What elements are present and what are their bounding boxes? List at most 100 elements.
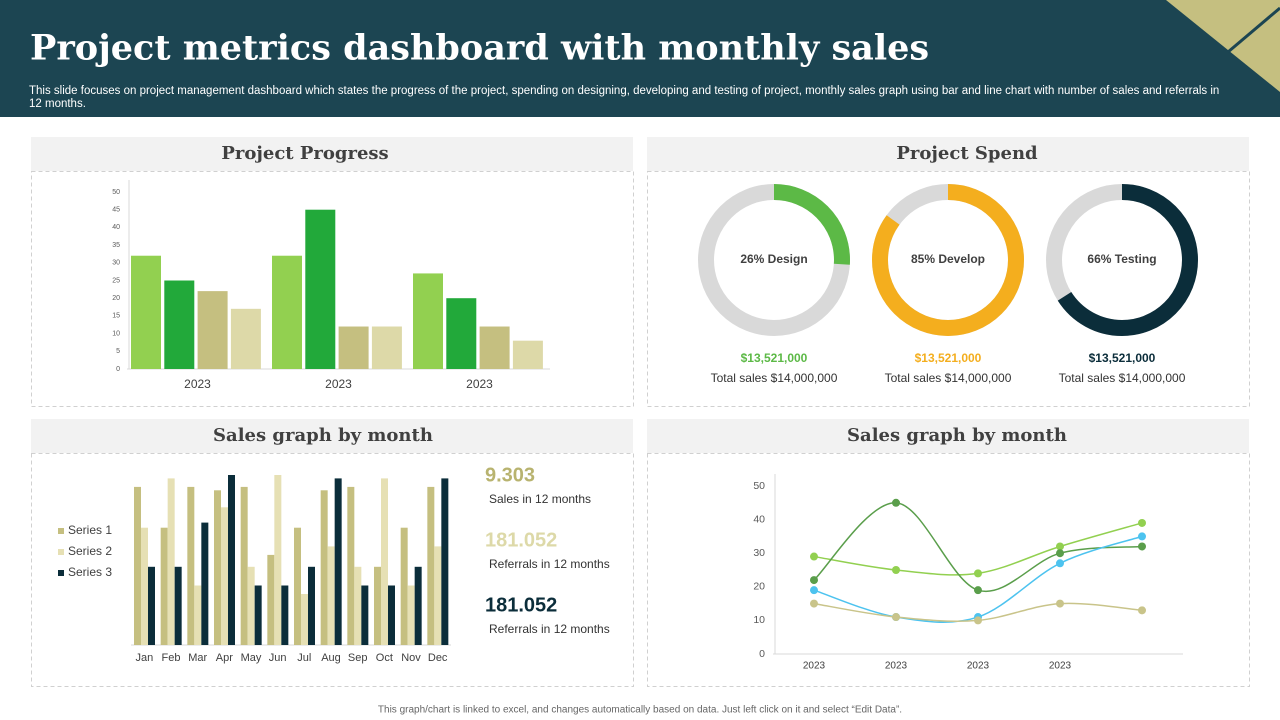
point xyxy=(1056,599,1064,608)
bar xyxy=(512,340,543,369)
amount: $13,521,000 xyxy=(915,351,982,365)
x-tick-label: Dec xyxy=(428,652,448,664)
y-tick-label: 35 xyxy=(112,242,120,249)
y-tick-label: 20 xyxy=(112,295,120,302)
legend-label: Series 3 xyxy=(68,565,112,579)
y-tick-label: 40 xyxy=(112,224,120,231)
bar xyxy=(134,486,141,645)
y-tick-label: 45 xyxy=(112,207,120,214)
y-tick-label: 30 xyxy=(112,260,120,267)
bar xyxy=(272,255,302,369)
bar xyxy=(407,585,415,645)
bar xyxy=(201,522,209,645)
bar xyxy=(441,478,449,645)
amount: $13,521,000 xyxy=(1089,351,1156,365)
bar xyxy=(400,527,408,645)
bar xyxy=(446,298,477,369)
bar xyxy=(347,486,355,645)
y-tick-label: 10 xyxy=(753,614,765,626)
bar xyxy=(164,280,195,369)
stat-label: Sales in 12 months xyxy=(489,492,591,506)
header-band xyxy=(0,0,1280,117)
stat-label: Referrals in 12 months xyxy=(489,622,610,636)
x-tick-label: Oct xyxy=(376,652,393,664)
donut-label: 26% Design xyxy=(740,252,807,266)
donut-arc xyxy=(698,184,850,336)
legend-label: Series 2 xyxy=(68,544,112,558)
bar xyxy=(413,273,443,369)
x-tick-label: 2023 xyxy=(184,377,211,391)
y-tick-label: 10 xyxy=(112,330,120,337)
bar xyxy=(160,527,168,645)
bar xyxy=(354,566,362,645)
point xyxy=(810,586,818,595)
bar xyxy=(301,594,308,645)
x-tick-label: Apr xyxy=(216,652,233,664)
point xyxy=(974,586,982,595)
bar xyxy=(305,209,336,369)
bar xyxy=(254,585,262,645)
point xyxy=(974,616,982,625)
x-tick-label: Sep xyxy=(348,652,368,664)
y-tick-label: 0 xyxy=(759,648,765,660)
corner-line xyxy=(1227,6,1280,54)
point xyxy=(810,599,818,608)
y-tick-label: 20 xyxy=(753,581,765,593)
bar xyxy=(167,478,175,645)
line xyxy=(813,502,1143,593)
donut-label: 66% Testing xyxy=(1087,252,1156,266)
bar xyxy=(141,527,148,645)
total: Total sales $14,000,000 xyxy=(711,371,838,385)
bar xyxy=(334,478,342,645)
panel-header xyxy=(31,419,633,453)
panel-title: Project Spend xyxy=(896,143,1038,164)
corner-decoration xyxy=(1166,0,1280,92)
footer-note: This graph/chart is linked to excel, and… xyxy=(378,705,902,716)
y-tick-label: 50 xyxy=(112,189,120,196)
bar xyxy=(294,527,301,645)
bar xyxy=(174,566,182,645)
x-tick-label: Feb xyxy=(162,652,181,664)
panel-border xyxy=(31,171,634,407)
legend-label: Series 1 xyxy=(68,523,112,537)
donut-label: 85% Develop xyxy=(911,252,985,266)
x-tick-label: 2023 xyxy=(885,661,908,672)
x-tick-label: Mar xyxy=(188,652,207,664)
point xyxy=(1138,532,1146,541)
bar xyxy=(187,486,195,645)
bar xyxy=(338,326,369,369)
x-tick-label: 2023 xyxy=(1049,661,1072,672)
point xyxy=(974,569,982,578)
y-tick-label: 40 xyxy=(753,513,765,525)
point xyxy=(810,552,818,561)
stat-label: Referrals in 12 months xyxy=(489,557,610,571)
bar xyxy=(414,566,422,645)
panel-title: Sales graph by month xyxy=(847,425,1067,446)
point xyxy=(892,498,900,507)
bar xyxy=(228,475,235,645)
x-tick-label: Nov xyxy=(401,652,421,664)
amount: $13,521,000 xyxy=(741,351,808,365)
legend-swatch xyxy=(58,570,64,576)
bar xyxy=(197,291,228,369)
panels xyxy=(31,137,1250,687)
bar xyxy=(214,490,221,645)
x-tick-label: Aug xyxy=(321,652,341,664)
stat-value: 9.303 xyxy=(485,464,535,486)
panel-title: Sales graph by month xyxy=(213,425,433,446)
bar xyxy=(267,554,275,645)
panel-border xyxy=(647,453,1250,687)
y-tick-label: 50 xyxy=(753,480,765,492)
panel-title: Project Progress xyxy=(221,143,388,164)
donut-arc xyxy=(872,184,1024,336)
bar xyxy=(479,326,510,369)
x-tick-label: 2023 xyxy=(803,661,826,672)
point xyxy=(810,576,818,585)
bar xyxy=(221,507,228,645)
bar xyxy=(148,566,155,645)
bar xyxy=(308,566,315,645)
page-subtitle: This slide focuses on project management… xyxy=(29,85,1220,110)
point xyxy=(892,613,900,622)
